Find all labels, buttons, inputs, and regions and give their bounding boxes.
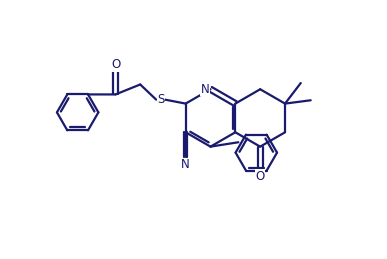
Text: O: O: [111, 58, 120, 71]
Text: N: N: [201, 83, 210, 96]
Text: S: S: [157, 93, 164, 106]
Text: O: O: [255, 170, 265, 183]
Text: N: N: [181, 159, 190, 171]
